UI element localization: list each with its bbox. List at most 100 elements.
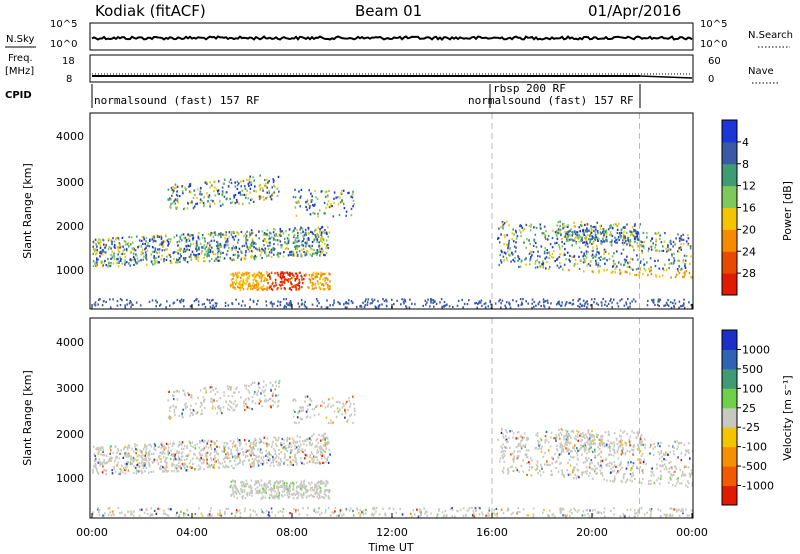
echo-point [325, 416, 328, 419]
echo-point [231, 247, 233, 250]
echo-point [654, 264, 657, 268]
echo-point [216, 253, 219, 256]
echo-point [182, 389, 184, 392]
echo-point [281, 280, 283, 283]
echo-point [165, 469, 167, 472]
echo-point [239, 191, 241, 194]
echo-point [264, 178, 266, 182]
echo-point [245, 282, 247, 285]
echo-point [638, 445, 640, 449]
echo-point [593, 298, 596, 301]
echo-point [634, 477, 636, 480]
echo-point [690, 255, 692, 258]
echo-point [678, 306, 680, 309]
echo-point [230, 406, 233, 409]
echo-point [185, 238, 188, 242]
echo-point [324, 195, 327, 199]
echo-point [168, 198, 170, 201]
echo-point [133, 248, 135, 251]
echo-point [638, 249, 641, 252]
echo-point [237, 437, 239, 440]
echo-point [526, 473, 528, 476]
echo-point [236, 386, 238, 389]
echo-point [287, 278, 290, 281]
echo-point [590, 231, 593, 234]
echo-point [158, 457, 161, 460]
echo-point [534, 260, 537, 263]
echo-point [302, 230, 304, 234]
echo-point [251, 232, 253, 235]
echo-point [572, 469, 574, 472]
echo-point [279, 300, 282, 304]
echo-point [137, 246, 139, 249]
echo-point [568, 458, 571, 461]
echo-point [136, 257, 139, 260]
echo-point [292, 484, 295, 488]
echo-point [169, 197, 171, 200]
echo-point [592, 240, 595, 243]
echo-point [266, 191, 268, 194]
echo-point [602, 240, 605, 243]
echo-point [240, 285, 242, 288]
echo-point [117, 260, 120, 263]
echo-point [272, 440, 274, 443]
echo-point [278, 190, 280, 193]
echo-point [547, 301, 549, 304]
echo-point [262, 460, 265, 463]
echo-point [587, 250, 589, 253]
echo-point [263, 244, 265, 247]
echo-point [289, 460, 292, 464]
echo-point [585, 240, 588, 243]
echo-point [605, 229, 608, 232]
echo-point [678, 237, 681, 240]
echo-point [153, 442, 156, 446]
echo-point [613, 298, 615, 301]
echo-point [617, 446, 620, 449]
echo-point [309, 488, 311, 491]
echo-point [682, 243, 685, 246]
echo-point [258, 271, 260, 274]
echo-point [646, 231, 648, 235]
echo-point [217, 453, 219, 456]
echo-point [246, 482, 249, 485]
echo-point [231, 248, 233, 251]
echo-point [573, 264, 575, 267]
echo-point [261, 230, 264, 233]
echo-point [506, 259, 509, 262]
echo-point [589, 264, 592, 267]
echo-point [502, 457, 504, 460]
echo-point [599, 460, 602, 464]
echo-point [302, 244, 305, 247]
echo-point [196, 298, 198, 301]
echo-point [98, 241, 100, 245]
echo-point [408, 306, 411, 309]
echo-point [261, 389, 264, 392]
echo-point [611, 306, 613, 309]
echo-point [557, 470, 560, 473]
echo-point [141, 248, 144, 251]
echo-point [311, 284, 313, 287]
echo-point [307, 203, 310, 206]
echo-point [654, 303, 656, 307]
echo-point [553, 250, 555, 253]
echo-point [245, 234, 248, 237]
echo-point [284, 448, 286, 451]
echo-point [169, 442, 172, 445]
echo-point [594, 231, 597, 234]
echo-point [345, 214, 347, 217]
echo-point [108, 246, 111, 249]
echo-point [245, 479, 248, 482]
echo-point [256, 490, 259, 493]
echo-point [266, 442, 268, 445]
echo-point [203, 387, 205, 390]
echo-point [213, 259, 216, 262]
echo-point [540, 304, 542, 308]
echo-point [313, 252, 315, 255]
echo-point [641, 453, 644, 456]
echo-point [500, 306, 502, 309]
echo-point [262, 288, 264, 292]
echo-point [272, 455, 274, 458]
echo-point [249, 284, 252, 287]
echo-point [681, 472, 684, 475]
echo-point [132, 258, 134, 261]
